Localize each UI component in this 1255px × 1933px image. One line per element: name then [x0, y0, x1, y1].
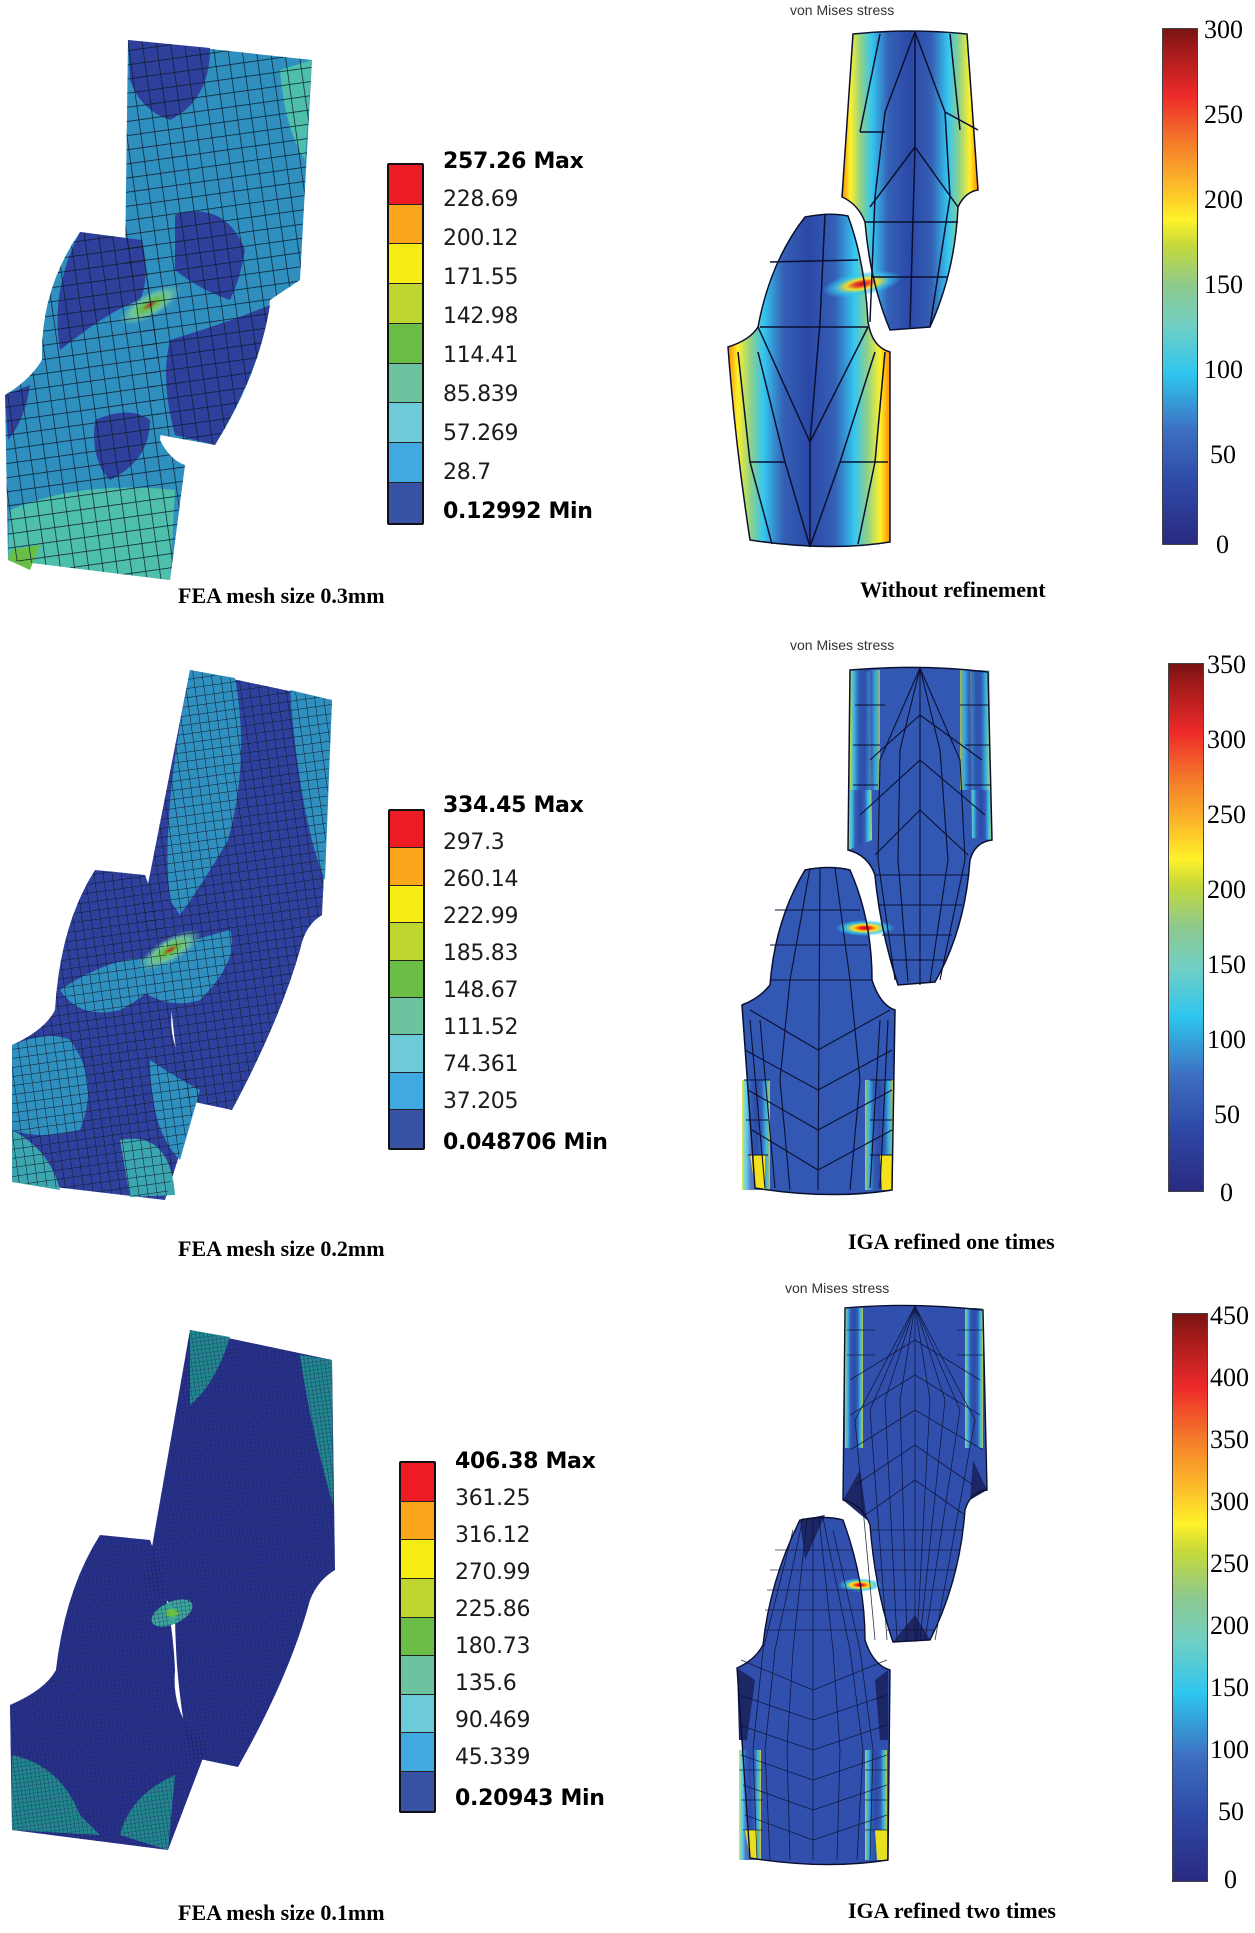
legend-level-label: 361.25 — [455, 1486, 531, 1511]
colorbar-tick: 100 — [1210, 1735, 1249, 1764]
colorbar-tick: 450 — [1210, 1301, 1249, 1330]
colorbar-tick: 400 — [1210, 1363, 1249, 1392]
colorbar-tick: 200 — [1210, 1611, 1249, 1640]
legend-level-label: 148.67 — [443, 978, 519, 1003]
legend-level-label: 200.12 — [443, 226, 519, 251]
legend-min-label: 0.20943 Min — [455, 1786, 605, 1811]
iga-plot-without-refinement — [727, 30, 979, 548]
legend-max-label: 406.38 Max — [455, 1449, 596, 1474]
colorbar-tick: 300 — [1204, 15, 1243, 44]
colorbar-tick: 150 — [1210, 1673, 1249, 1702]
legend-min-label: 0.12992 Min — [443, 499, 593, 524]
caption-iga-refined-twice: IGA refined two times — [848, 1898, 1056, 1923]
legend-level-label: 114.41 — [443, 343, 519, 368]
colorbar-tick: 250 — [1204, 100, 1243, 129]
legend-level-label: 28.7 — [443, 460, 491, 485]
legend-level-label: 74.361 — [443, 1052, 519, 1077]
colorbar-gradient — [1172, 1313, 1208, 1882]
colorbar-tick: 150 — [1204, 270, 1243, 299]
colorbar-tick: 300 — [1210, 1487, 1249, 1516]
legend-level-label: 111.52 — [443, 1015, 519, 1040]
legend-level-label: 37.205 — [443, 1089, 519, 1114]
colorbar-tick: 100 — [1204, 355, 1243, 384]
legend-level-label: 185.83 — [443, 941, 519, 966]
legend-level-label: 85.839 — [443, 382, 519, 407]
colorbar-tick: 50 — [1218, 1797, 1244, 1826]
legend-max-label: 334.45 Max — [443, 793, 584, 818]
colorbar-tick: 0 — [1224, 1865, 1237, 1894]
colorbar-tick: 0 — [1220, 1178, 1233, 1207]
colorbar-tick: 300 — [1207, 725, 1246, 754]
iga-plot-title: von Mises stress — [785, 1280, 890, 1296]
colorbar-tick: 250 — [1210, 1549, 1249, 1578]
iga-plot-title: von Mises stress — [790, 637, 895, 653]
legend-max-label: 257.26 Max — [443, 149, 584, 174]
legend-color-bar — [388, 809, 425, 1150]
legend-level-label: 45.339 — [455, 1745, 531, 1770]
colorbar-tick: 200 — [1204, 185, 1243, 214]
caption-fea-0-3mm: FEA mesh size 0.3mm — [178, 583, 385, 608]
colorbar-gradient — [1168, 663, 1204, 1192]
legend-level-label: 270.99 — [455, 1560, 531, 1585]
fea-plot-0-2mm — [12, 670, 332, 1200]
legend-level-label: 225.86 — [455, 1597, 531, 1622]
colorbar-tick: 0 — [1216, 530, 1229, 559]
fea-plot-0-3mm — [5, 40, 312, 580]
legend-min-label: 0.048706 Min — [443, 1130, 608, 1155]
legend-level-label: 135.6 — [455, 1671, 517, 1696]
colorbar-tick: 100 — [1207, 1025, 1246, 1054]
legend-level-label: 171.55 — [443, 265, 519, 290]
colorbar-tick: 250 — [1207, 800, 1246, 829]
colorbar-tick: 350 — [1210, 1425, 1249, 1454]
legend-color-bar — [387, 163, 424, 525]
caption-fea-0-1mm: FEA mesh size 0.1mm — [178, 1900, 385, 1925]
iga-plot-title: von Mises stress — [790, 2, 895, 18]
legend-level-label: 142.98 — [443, 304, 519, 329]
colorbar-tick: 50 — [1210, 440, 1236, 469]
legend-level-label: 222.99 — [443, 904, 519, 929]
legend-level-label: 260.14 — [443, 867, 519, 892]
legend-level-label: 316.12 — [455, 1523, 531, 1548]
iga-plot-refined-twice — [736, 1304, 988, 1866]
fea-plot-0-1mm — [10, 1330, 335, 1850]
colorbar-tick: 50 — [1214, 1100, 1240, 1129]
caption-iga-refined-once: IGA refined one times — [848, 1229, 1055, 1254]
caption-fea-0-2mm: FEA mesh size 0.2mm — [178, 1236, 385, 1261]
colorbar-tick: 150 — [1207, 950, 1246, 979]
legend-level-label: 90.469 — [455, 1708, 531, 1733]
colorbar-gradient — [1162, 28, 1198, 545]
iga-plot-refined-once — [741, 666, 993, 1196]
caption-iga-without-refinement: Without refinement — [860, 577, 1046, 602]
legend-level-label: 57.269 — [443, 421, 519, 446]
legend-color-bar — [399, 1461, 436, 1813]
legend-level-label: 297.3 — [443, 830, 505, 855]
legend-level-label: 180.73 — [455, 1634, 531, 1659]
legend-level-label: 228.69 — [443, 187, 519, 212]
colorbar-tick: 200 — [1207, 875, 1246, 904]
colorbar-tick: 350 — [1207, 650, 1246, 679]
